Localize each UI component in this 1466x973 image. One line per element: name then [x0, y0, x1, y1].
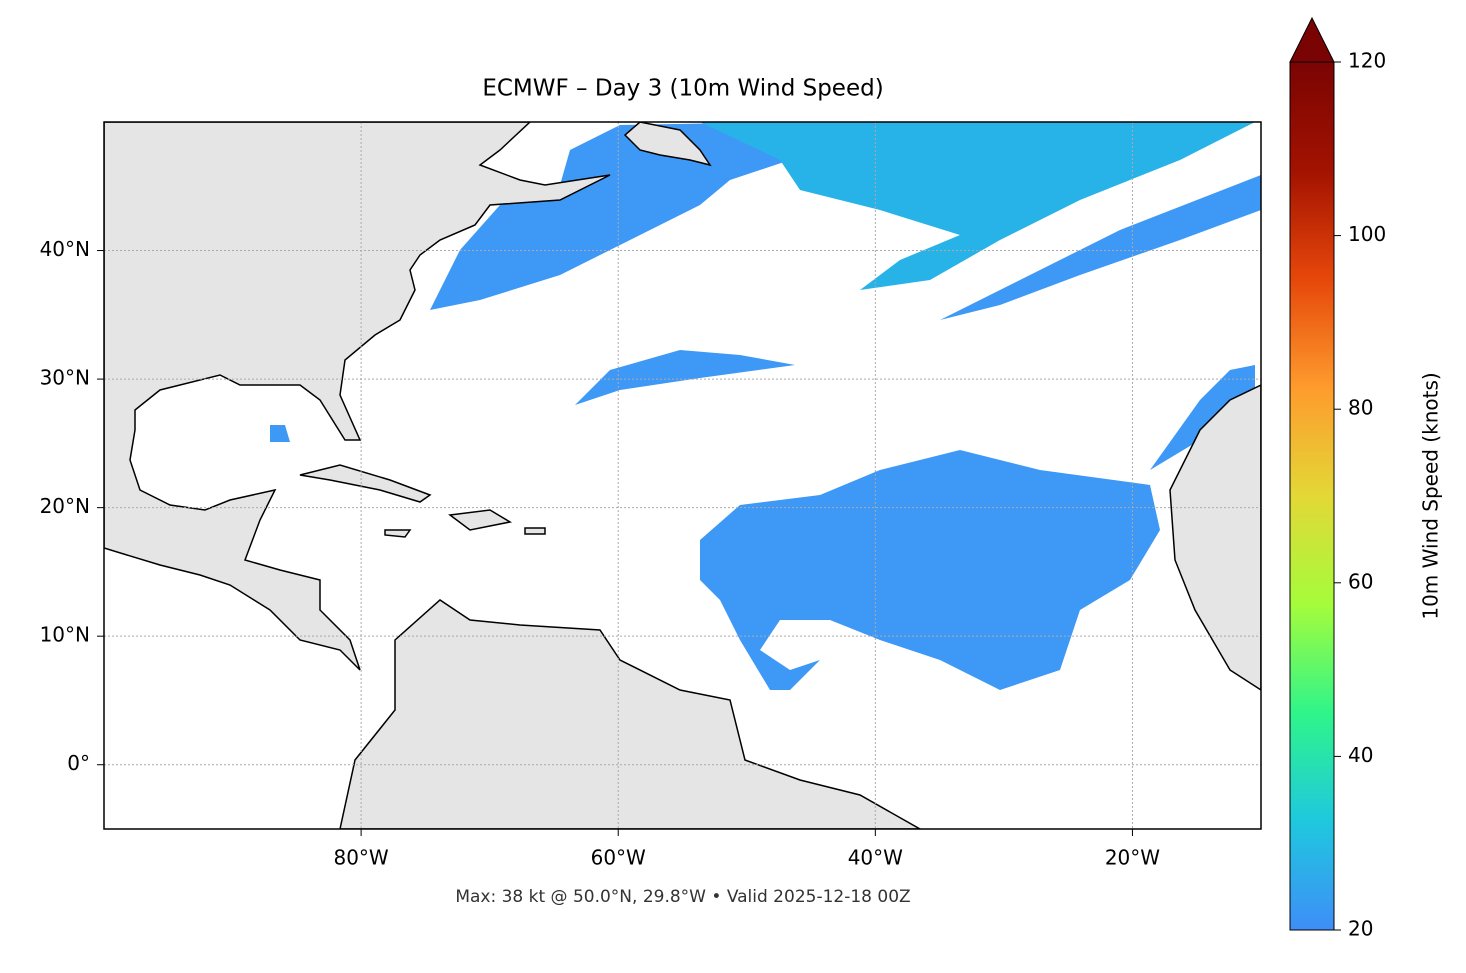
y-tick-label: 10°N — [40, 623, 90, 647]
south-america — [339, 599, 922, 829]
newfoundland — [623, 122, 712, 167]
colorbar-label: 10m Wind Speed (knots) — [1419, 372, 1443, 619]
land — [104, 122, 1261, 829]
x-tick-label: 60°W — [591, 846, 646, 870]
y-tick-label: 30°N — [40, 366, 90, 390]
footnote: Max: 38 kt @ 50.0°N, 29.8°W • Valid 2025… — [455, 887, 910, 907]
wind-area — [700, 450, 1160, 690]
y-tick-label: 40°N — [40, 237, 90, 261]
colorbar-extend — [1289, 16, 1335, 63]
north-america — [104, 122, 611, 671]
wind-area — [575, 350, 795, 405]
africa — [1169, 384, 1261, 691]
wind-area — [270, 425, 290, 442]
grid — [104, 122, 1261, 829]
map-frame — [103, 121, 1262, 830]
cuba — [299, 464, 432, 503]
map-layer — [104, 122, 1261, 829]
axes: 80°W 60°W 40°W 20°W 0° 10°N 20°N 30°N 40°N — [40, 237, 1161, 869]
hispaniola — [448, 509, 513, 531]
colorbar-tick-label: 40 — [1348, 743, 1373, 767]
wind-area — [940, 175, 1261, 320]
colorbar-tick-label: 100 — [1348, 222, 1386, 246]
x-tick-label: 40°W — [848, 846, 903, 870]
jamaica — [384, 529, 412, 538]
y-tick-label: 0° — [67, 751, 90, 775]
wind-area — [430, 122, 790, 310]
x-tick-label: 20°W — [1105, 846, 1160, 870]
y-tick-label: 20°N — [40, 494, 90, 518]
puerto-rico — [524, 527, 546, 535]
colorbar-tick-label: 60 — [1348, 569, 1373, 593]
wind-area — [1150, 365, 1255, 470]
x-tick-label: 80°W — [333, 846, 388, 870]
colorbar-body — [1289, 61, 1335, 931]
colorbar-tick-label: 120 — [1348, 49, 1386, 73]
colorbar-tick-label: 20 — [1348, 917, 1373, 941]
colorbar-tick-label: 80 — [1348, 396, 1373, 420]
colorbar: 10m Wind Speed (knots) 20 40 60 80 100 120 — [1289, 16, 1443, 941]
title: ECMWF – Day 3 (10m Wind Speed) — [482, 76, 883, 102]
wind-area — [700, 122, 1255, 290]
